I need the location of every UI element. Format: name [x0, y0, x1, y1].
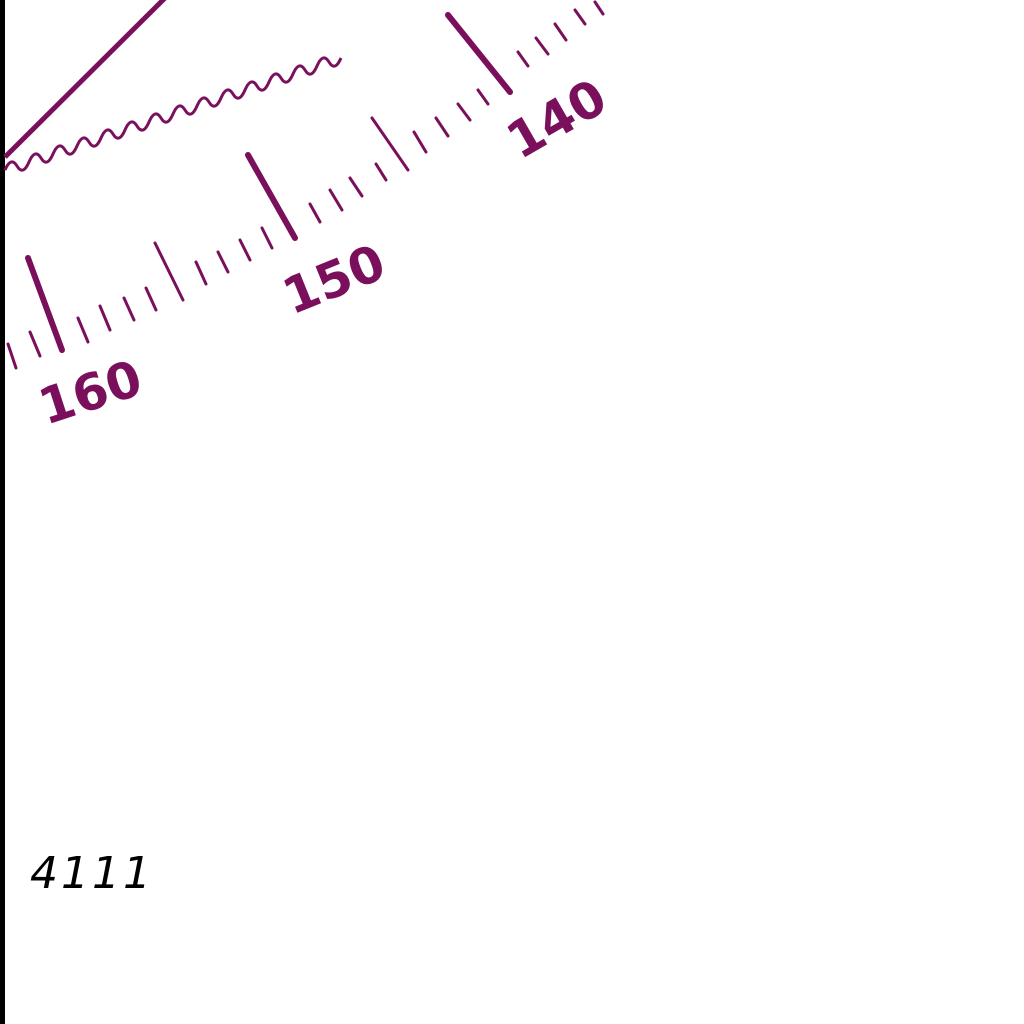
minor-tick	[434, 116, 450, 138]
minor-tick	[216, 250, 230, 274]
minor-tick	[374, 162, 388, 182]
minor-tick	[573, 8, 587, 26]
minor-tick	[98, 304, 112, 332]
minor-tick	[348, 176, 364, 198]
major-tick-160	[25, 255, 65, 353]
minor-tick	[144, 286, 158, 312]
major-tick-150	[245, 152, 298, 241]
minor-tick	[260, 226, 274, 250]
minor-tick	[456, 102, 472, 122]
minor-tick	[238, 238, 252, 262]
compass-rose	[3, 0, 605, 370]
depth-sounding: 4111	[30, 848, 154, 899]
minor-tick	[370, 116, 410, 172]
minor-tick	[593, 0, 605, 16]
minor-tick	[476, 88, 490, 106]
compass-outer-arc	[3, 0, 167, 159]
minor-tick	[516, 50, 530, 68]
compass-wavy-line	[3, 56, 343, 172]
minor-tick	[28, 330, 42, 358]
minor-tick	[534, 36, 550, 56]
minor-tick	[122, 296, 136, 322]
minor-tick	[194, 260, 208, 286]
minor-tick	[76, 316, 90, 344]
compass-ticks	[6, 0, 605, 370]
minor-tick	[153, 241, 185, 302]
minor-tick	[553, 22, 568, 42]
minor-tick	[412, 130, 428, 154]
major-tick-140	[445, 12, 513, 95]
minor-tick	[6, 342, 18, 370]
minor-tick	[328, 188, 344, 212]
chart-frame-left	[0, 0, 5, 1024]
minor-tick	[308, 202, 322, 224]
